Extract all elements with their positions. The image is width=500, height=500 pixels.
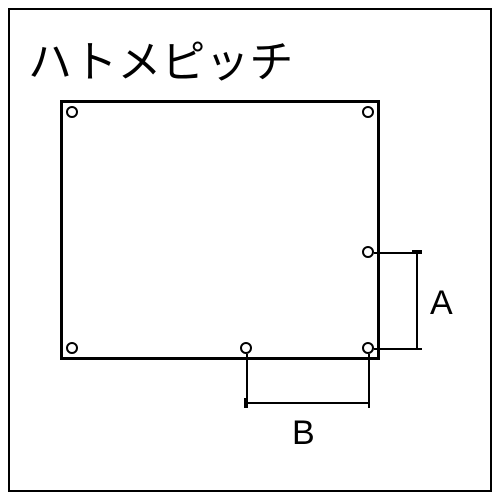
- eyelet-0: [66, 106, 78, 118]
- eyelet-5: [362, 246, 374, 258]
- dim-a-tick-bottom: [412, 348, 422, 350]
- dim-b-ext-left: [246, 354, 248, 408]
- diagram-title: ハトメピッチ: [28, 26, 293, 90]
- dim-b-tick-right: [368, 398, 370, 408]
- sheet-rectangle: [60, 100, 380, 360]
- dim-b-label: B: [292, 414, 315, 453]
- eyelet-1: [362, 106, 374, 118]
- dim-a-main-line: [416, 252, 418, 348]
- eyelet-3: [240, 342, 252, 354]
- dim-a-label: A: [430, 284, 453, 323]
- dim-a-ext-top: [374, 252, 422, 254]
- dim-a-tick-top: [412, 250, 422, 252]
- dim-b-tick-left: [244, 398, 246, 408]
- diagram-canvas: ハトメピッチ A B: [0, 0, 500, 500]
- eyelet-4: [362, 342, 374, 354]
- eyelet-2: [66, 342, 78, 354]
- dim-b-main-line: [246, 402, 368, 404]
